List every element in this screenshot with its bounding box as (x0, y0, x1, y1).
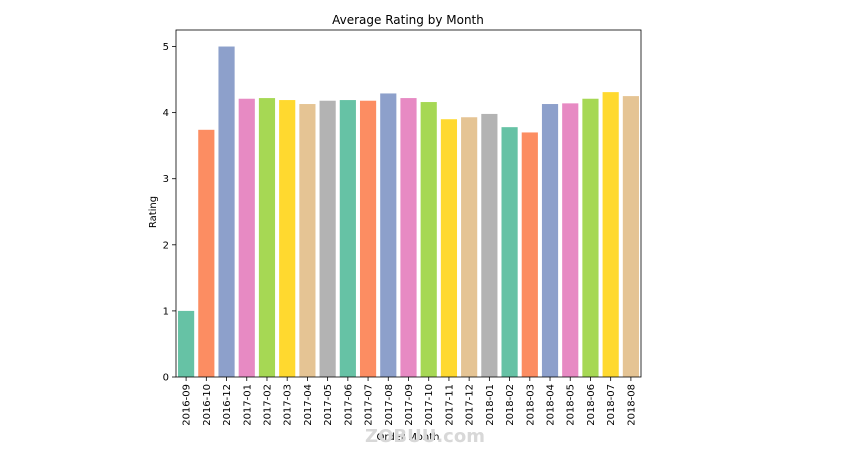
bar-2017-09 (400, 98, 417, 377)
x-tick-label: 2018-04 (546, 384, 557, 426)
x-tick-label: 2017-09 (404, 384, 415, 426)
x-tick-label: 2017-05 (323, 384, 334, 426)
x-tick-label: 2017-04 (303, 384, 314, 426)
bar-2017-12 (461, 117, 478, 377)
x-tick-label: 2017-07 (364, 384, 375, 426)
x-axis: 2016-09 2016-10 2016-12 2017-01 2017-02 2017-… (182, 377, 637, 426)
bar-2016-12 (218, 46, 235, 378)
bar-2017-01 (238, 98, 255, 377)
x-tick-label: 2016-10 (202, 384, 213, 426)
bar-2018-08 (622, 96, 639, 377)
x-tick-label: 2018-02 (505, 384, 516, 426)
bar-2017-04 (299, 104, 316, 377)
x-tick-label: 2018-01 (485, 384, 496, 426)
x-tick-label: 2017-01 (242, 384, 253, 426)
x-tick-label: 2017-03 (283, 384, 294, 426)
x-tick-label: 2017-12 (465, 384, 476, 426)
x-tick-label: 2016-09 (182, 384, 193, 426)
bar-2018-01 (481, 113, 498, 377)
bar-2016-10 (198, 129, 215, 377)
x-tick-label: 2018-05 (566, 384, 577, 426)
bar-2017-08 (380, 93, 397, 378)
x-tick-label: 2017-10 (424, 384, 435, 426)
x-tick-label: 2018-03 (525, 384, 536, 426)
x-tick-label: 2016-12 (222, 384, 233, 426)
y-tick-label: 1 (163, 306, 169, 317)
y-tick-label: 0 (163, 373, 169, 384)
y-tick-label: 3 (163, 174, 169, 185)
x-tick-label: 2017-02 (262, 384, 273, 426)
bar-2017-06 (339, 100, 356, 378)
bar-2018-04 (541, 104, 559, 377)
y-tick-label: 4 (163, 108, 169, 119)
x-tick-label: 2017-06 (343, 384, 354, 426)
bar-2018-06 (582, 98, 599, 377)
watermark-text: ZOBUU.com (365, 426, 485, 447)
x-tick-label: 2017-08 (384, 384, 395, 426)
bar-2017-02 (258, 98, 276, 377)
bar-2016-09 (178, 310, 195, 377)
bar-2017-03 (279, 100, 296, 378)
bar-2017-07 (359, 100, 377, 378)
bar-2018-07 (602, 92, 619, 378)
bars-layer (178, 46, 639, 378)
y-tick-label: 5 (163, 42, 169, 53)
x-tick-label: 2018-08 (626, 384, 637, 426)
bar-2017-05 (319, 100, 336, 378)
y-axis: 0 1 2 3 4 5 (163, 42, 176, 384)
bar-2017-10 (420, 102, 437, 377)
x-tick-label: 2018-06 (586, 384, 597, 426)
bar-2018-03 (521, 132, 538, 377)
y-axis-label: Rating (148, 196, 159, 228)
bar-2017-11 (440, 119, 458, 377)
y-tick-label: 2 (163, 240, 169, 251)
x-tick-label: 2018-07 (606, 384, 617, 426)
bar-2018-02 (501, 127, 518, 377)
chart-title: Average Rating by Month (332, 13, 484, 27)
x-axis-label: Order Month (377, 432, 440, 443)
plot-frame (175, 29, 642, 378)
bar-2018-05 (562, 103, 579, 377)
x-tick-label: 2017-11 (444, 384, 455, 426)
